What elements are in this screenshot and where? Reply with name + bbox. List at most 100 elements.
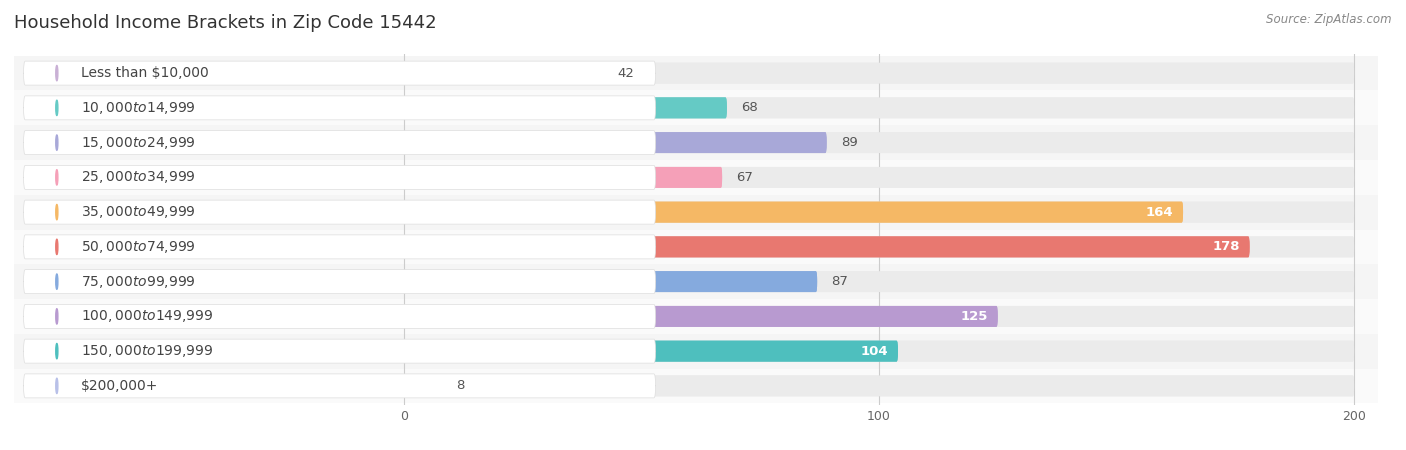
- FancyBboxPatch shape: [404, 63, 1354, 84]
- Bar: [14, 230, 1378, 264]
- FancyBboxPatch shape: [404, 132, 827, 153]
- Text: 178: 178: [1212, 240, 1240, 253]
- Bar: [404, 56, 1354, 90]
- Circle shape: [56, 309, 58, 324]
- Text: $200,000+: $200,000+: [80, 379, 157, 393]
- Text: Household Income Brackets in Zip Code 15442: Household Income Brackets in Zip Code 15…: [14, 14, 437, 32]
- Text: $75,000 to $99,999: $75,000 to $99,999: [80, 274, 195, 290]
- Bar: [404, 299, 1354, 334]
- FancyBboxPatch shape: [404, 98, 727, 118]
- Bar: [404, 230, 1354, 264]
- FancyBboxPatch shape: [404, 202, 1354, 223]
- Text: $50,000 to $74,999: $50,000 to $74,999: [80, 239, 195, 255]
- Bar: [14, 56, 1378, 90]
- FancyBboxPatch shape: [404, 375, 441, 396]
- FancyBboxPatch shape: [24, 166, 655, 189]
- FancyBboxPatch shape: [404, 271, 817, 292]
- Text: 164: 164: [1146, 206, 1174, 219]
- Circle shape: [56, 65, 58, 81]
- FancyBboxPatch shape: [404, 375, 1354, 396]
- Circle shape: [56, 100, 58, 116]
- FancyBboxPatch shape: [404, 167, 723, 188]
- FancyBboxPatch shape: [404, 341, 1354, 361]
- FancyBboxPatch shape: [404, 341, 1354, 361]
- Bar: [404, 369, 1354, 403]
- FancyBboxPatch shape: [404, 167, 1354, 188]
- Text: 68: 68: [741, 101, 758, 114]
- Text: $150,000 to $199,999: $150,000 to $199,999: [80, 343, 214, 359]
- Text: 87: 87: [831, 275, 848, 288]
- FancyBboxPatch shape: [404, 236, 1354, 257]
- Bar: [404, 160, 1354, 195]
- Bar: [14, 299, 1378, 334]
- Text: Source: ZipAtlas.com: Source: ZipAtlas.com: [1267, 14, 1392, 27]
- FancyBboxPatch shape: [404, 271, 817, 292]
- FancyBboxPatch shape: [24, 270, 655, 293]
- Text: 67: 67: [737, 171, 754, 184]
- Text: 42: 42: [617, 67, 634, 80]
- FancyBboxPatch shape: [404, 236, 1250, 257]
- FancyBboxPatch shape: [24, 374, 655, 398]
- FancyBboxPatch shape: [404, 98, 1354, 118]
- Circle shape: [56, 343, 58, 359]
- Text: 8: 8: [456, 379, 464, 392]
- Bar: [404, 125, 1354, 160]
- Circle shape: [56, 204, 58, 220]
- Circle shape: [56, 239, 58, 255]
- FancyBboxPatch shape: [404, 306, 998, 327]
- FancyBboxPatch shape: [404, 271, 1354, 292]
- Bar: [14, 264, 1378, 299]
- FancyBboxPatch shape: [24, 200, 655, 224]
- Text: 104: 104: [860, 345, 889, 358]
- FancyBboxPatch shape: [24, 339, 655, 363]
- FancyBboxPatch shape: [404, 341, 898, 361]
- Bar: [14, 160, 1378, 195]
- Text: 125: 125: [960, 310, 988, 323]
- Text: $10,000 to $14,999: $10,000 to $14,999: [80, 100, 195, 116]
- Bar: [14, 125, 1378, 160]
- FancyBboxPatch shape: [404, 63, 1354, 84]
- Circle shape: [56, 135, 58, 150]
- FancyBboxPatch shape: [404, 271, 1354, 292]
- FancyBboxPatch shape: [404, 202, 1182, 223]
- Bar: [14, 90, 1378, 125]
- FancyBboxPatch shape: [24, 235, 655, 259]
- Bar: [14, 334, 1378, 369]
- Circle shape: [56, 170, 58, 185]
- Bar: [404, 90, 1354, 125]
- Bar: [14, 369, 1378, 403]
- FancyBboxPatch shape: [404, 375, 441, 396]
- FancyBboxPatch shape: [404, 132, 1354, 153]
- FancyBboxPatch shape: [404, 306, 998, 327]
- FancyBboxPatch shape: [404, 306, 1354, 327]
- FancyBboxPatch shape: [404, 236, 1250, 257]
- FancyBboxPatch shape: [24, 96, 655, 120]
- Circle shape: [56, 378, 58, 394]
- FancyBboxPatch shape: [404, 236, 1354, 257]
- FancyBboxPatch shape: [404, 132, 827, 153]
- Text: $15,000 to $24,999: $15,000 to $24,999: [80, 135, 195, 151]
- FancyBboxPatch shape: [404, 306, 1354, 327]
- FancyBboxPatch shape: [24, 130, 655, 155]
- Circle shape: [56, 274, 58, 289]
- Bar: [404, 195, 1354, 230]
- FancyBboxPatch shape: [404, 167, 723, 188]
- FancyBboxPatch shape: [404, 63, 603, 84]
- FancyBboxPatch shape: [404, 167, 1354, 188]
- FancyBboxPatch shape: [404, 98, 1354, 118]
- Text: Less than $10,000: Less than $10,000: [80, 66, 208, 80]
- Bar: [404, 264, 1354, 299]
- FancyBboxPatch shape: [404, 63, 603, 84]
- FancyBboxPatch shape: [404, 375, 1354, 396]
- Text: $25,000 to $34,999: $25,000 to $34,999: [80, 169, 195, 185]
- FancyBboxPatch shape: [404, 132, 1354, 153]
- FancyBboxPatch shape: [404, 202, 1182, 223]
- FancyBboxPatch shape: [404, 98, 727, 118]
- FancyBboxPatch shape: [404, 341, 898, 361]
- Text: 89: 89: [841, 136, 858, 149]
- FancyBboxPatch shape: [24, 61, 655, 85]
- FancyBboxPatch shape: [404, 202, 1354, 223]
- Bar: [404, 334, 1354, 369]
- Text: $100,000 to $149,999: $100,000 to $149,999: [80, 308, 214, 324]
- Bar: [14, 195, 1378, 230]
